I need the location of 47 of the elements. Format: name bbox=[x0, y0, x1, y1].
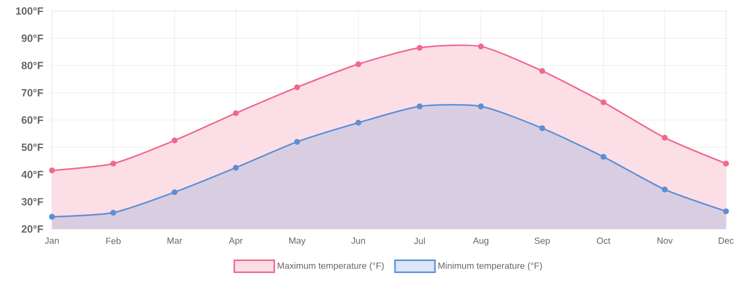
point bbox=[478, 43, 484, 50]
point bbox=[355, 120, 362, 126]
x-tick-label: Feb bbox=[106, 238, 121, 244]
y-tick-label: 60°F bbox=[22, 116, 44, 124]
point bbox=[600, 154, 606, 160]
x-tick-label: Nov bbox=[657, 238, 673, 244]
point bbox=[355, 61, 362, 68]
point bbox=[49, 167, 55, 174]
point bbox=[294, 138, 300, 145]
x-tick-label: Jan bbox=[44, 238, 59, 244]
point bbox=[723, 160, 729, 167]
x-tick-label: Jun bbox=[351, 238, 366, 244]
y-tick-label: 90°F bbox=[22, 34, 44, 42]
legend-label: Minimum temperature (°F) bbox=[438, 262, 542, 271]
point bbox=[478, 103, 484, 110]
point bbox=[416, 103, 423, 110]
point bbox=[49, 214, 55, 220]
point bbox=[232, 164, 239, 171]
point bbox=[539, 125, 546, 132]
x-tick-label: Mar bbox=[168, 238, 182, 244]
y-tick-label: 50°F bbox=[22, 144, 44, 151]
point bbox=[232, 110, 239, 116]
point bbox=[723, 208, 729, 214]
point bbox=[294, 84, 300, 90]
x-tick-label: Sep bbox=[534, 238, 550, 246]
point bbox=[662, 186, 668, 192]
point bbox=[416, 44, 423, 51]
point bbox=[539, 68, 546, 74]
y-tick-label: 80°F bbox=[22, 62, 44, 70]
y-tick-label: 30°F bbox=[22, 198, 44, 206]
y-tick-label: 70°F bbox=[22, 89, 44, 96]
x-tick-label: May bbox=[289, 238, 306, 246]
x-tick-label: Apr bbox=[228, 238, 243, 246]
legend-label: Maximum temperature (°F) bbox=[278, 262, 384, 271]
x-tick-label: Jul bbox=[414, 238, 425, 244]
x-tick-label: Dec bbox=[718, 238, 734, 244]
point bbox=[110, 160, 116, 167]
y-tick-label: 100°F bbox=[16, 7, 44, 15]
x-tick-label: Aug bbox=[472, 238, 488, 246]
y-tick-label: 40°F bbox=[21, 170, 44, 178]
point bbox=[600, 99, 606, 106]
point bbox=[172, 137, 178, 144]
y-tick-label: 20°F bbox=[22, 225, 44, 233]
x-tick-label: Oct bbox=[596, 238, 610, 244]
point bbox=[110, 210, 116, 216]
point bbox=[662, 134, 668, 141]
point bbox=[172, 189, 178, 196]
